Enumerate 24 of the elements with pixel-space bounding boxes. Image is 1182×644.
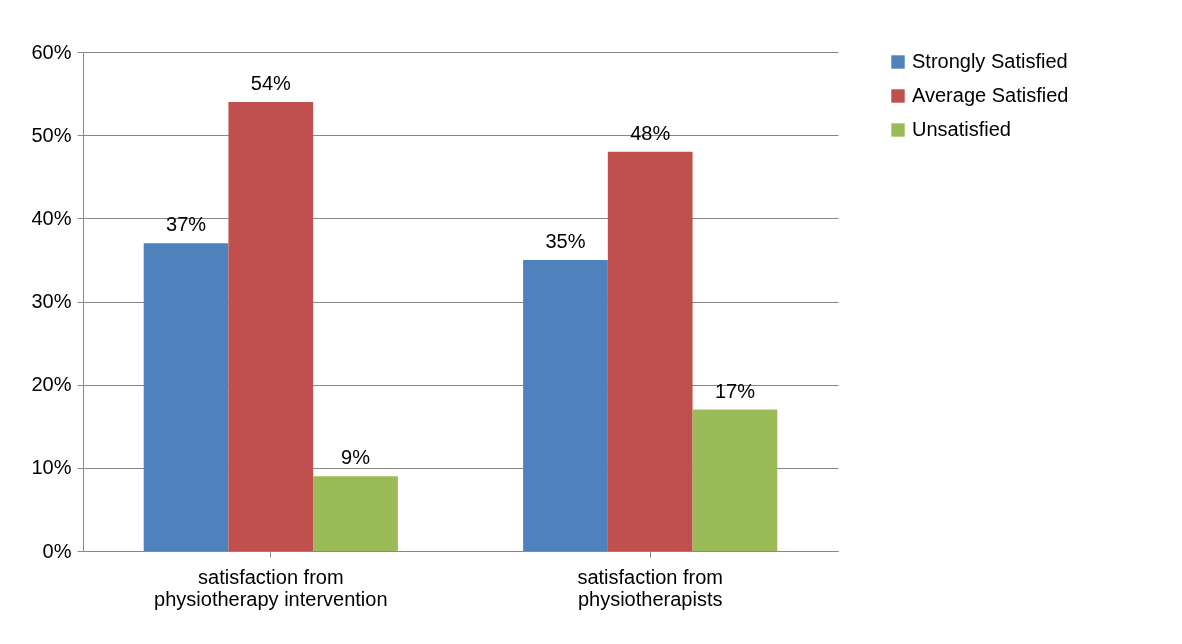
y-tick-label: 20% xyxy=(31,373,72,396)
y-tick-label: 50% xyxy=(31,123,72,146)
data-label: 9% xyxy=(341,446,371,469)
data-label: 37% xyxy=(166,213,207,236)
y-tick-label: 10% xyxy=(31,456,72,479)
bar xyxy=(143,243,229,551)
data-label: 54% xyxy=(250,71,292,94)
bar xyxy=(607,151,693,551)
bar xyxy=(523,259,608,551)
bar xyxy=(228,101,314,551)
x-tick-label: satisfaction from physiotherapists xyxy=(577,565,723,610)
data-label: 17% xyxy=(714,379,756,402)
data-label: 48% xyxy=(630,121,671,144)
data-label: 35% xyxy=(545,229,586,252)
y-tick-label: 40% xyxy=(31,206,72,229)
bar xyxy=(692,409,778,551)
x-tick-label: satisfaction from physiotherapy intervention xyxy=(154,565,388,610)
legend-label: Unsatisfied xyxy=(912,118,1011,140)
y-tick-label: 0% xyxy=(42,539,72,562)
y-tick-label: 60% xyxy=(31,40,72,63)
bar xyxy=(313,476,398,551)
legend-label: Strongly Satisfied xyxy=(912,50,1068,72)
legend-label: Average Satisfied xyxy=(912,84,1069,106)
y-tick-label: 30% xyxy=(31,290,72,312)
